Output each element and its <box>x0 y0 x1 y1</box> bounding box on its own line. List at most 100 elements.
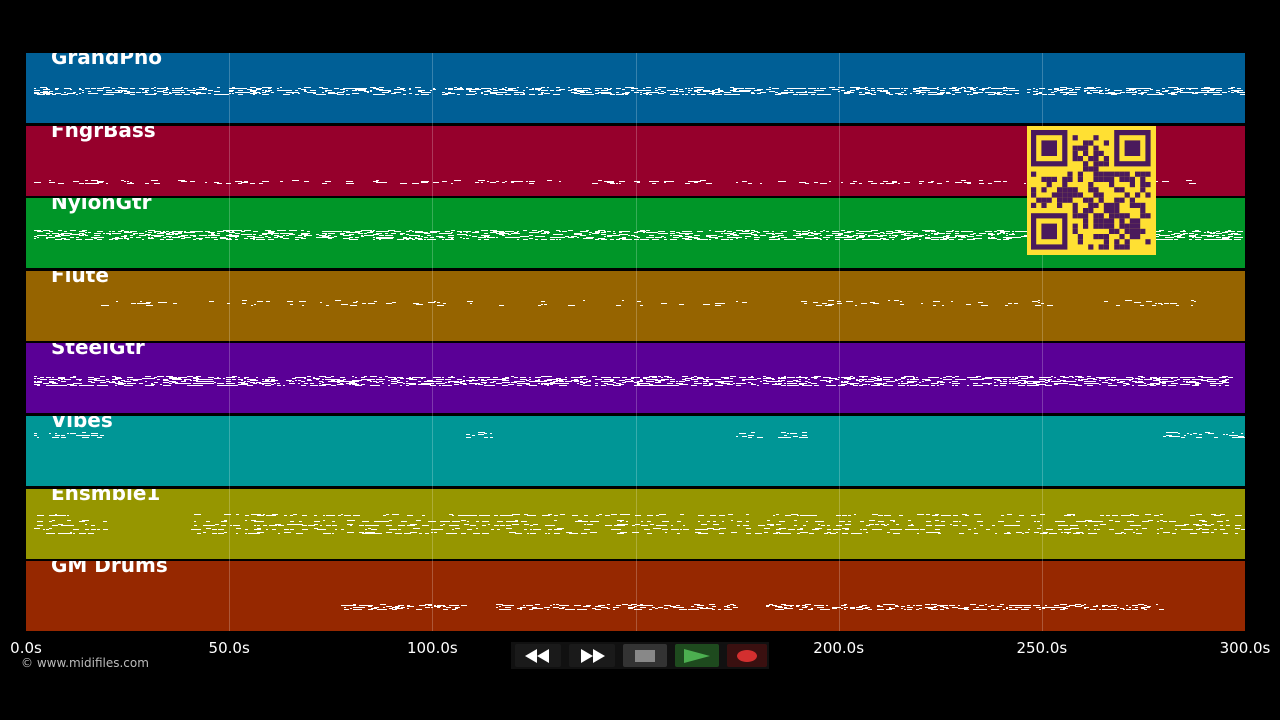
note <box>34 236 37 238</box>
note <box>413 527 420 529</box>
note <box>886 377 889 379</box>
note <box>727 377 729 379</box>
note <box>601 607 608 609</box>
note <box>266 514 269 516</box>
note <box>226 235 232 237</box>
qr-module <box>1140 187 1146 193</box>
note <box>577 383 579 385</box>
note <box>299 520 302 522</box>
note <box>232 379 236 381</box>
qr-module <box>1098 176 1104 182</box>
play-button[interactable] <box>675 644 719 667</box>
note <box>214 235 220 237</box>
note <box>181 235 184 237</box>
note <box>82 519 89 521</box>
note <box>217 182 222 184</box>
note <box>323 532 326 534</box>
note <box>737 520 742 522</box>
note <box>719 527 726 529</box>
note <box>904 609 906 611</box>
note <box>868 379 874 381</box>
note <box>616 92 619 93</box>
note <box>1195 92 1202 93</box>
note <box>823 94 827 95</box>
note <box>46 94 50 95</box>
note <box>673 235 678 237</box>
qr-module <box>1119 187 1125 193</box>
stop-button[interactable] <box>623 644 667 667</box>
note <box>475 384 477 386</box>
note <box>775 239 780 241</box>
note <box>341 303 348 305</box>
fast-forward-button[interactable] <box>569 644 615 667</box>
note <box>775 92 778 93</box>
qr-code[interactable] <box>1027 126 1156 255</box>
note <box>103 385 108 387</box>
note <box>1030 381 1037 383</box>
note <box>865 89 868 90</box>
note <box>991 238 994 240</box>
note <box>652 607 655 609</box>
note <box>1064 524 1068 526</box>
note <box>541 376 548 378</box>
note <box>1165 235 1170 237</box>
note <box>1076 531 1081 533</box>
note <box>712 379 716 381</box>
note <box>401 605 403 607</box>
note <box>440 524 443 526</box>
note <box>973 385 976 387</box>
note <box>673 385 679 387</box>
note <box>368 527 371 529</box>
qr-module <box>1093 166 1099 172</box>
note <box>599 513 602 515</box>
note <box>205 88 207 89</box>
rewind-button[interactable] <box>515 644 561 667</box>
note <box>994 385 998 387</box>
note <box>250 380 255 382</box>
note <box>877 605 880 607</box>
note <box>85 179 88 181</box>
note <box>1009 609 1012 611</box>
note <box>373 180 378 182</box>
note <box>169 237 171 239</box>
note <box>655 608 658 610</box>
note <box>625 92 630 93</box>
note <box>241 92 246 93</box>
note <box>517 233 520 235</box>
note <box>613 231 615 233</box>
note <box>908 519 911 521</box>
note <box>881 523 885 525</box>
note <box>1232 432 1234 433</box>
note <box>577 609 583 611</box>
note <box>196 89 203 90</box>
note <box>502 605 508 607</box>
note <box>529 379 531 381</box>
note <box>581 520 588 522</box>
qr-module <box>1072 208 1078 214</box>
note <box>916 384 919 386</box>
note <box>148 238 154 240</box>
note <box>421 383 424 385</box>
note <box>424 237 428 239</box>
note <box>331 92 335 93</box>
note <box>34 435 37 436</box>
note <box>781 380 785 382</box>
note <box>73 180 79 182</box>
note <box>367 232 373 234</box>
note <box>67 524 74 526</box>
note <box>842 532 848 534</box>
note <box>832 231 839 233</box>
note <box>607 89 611 90</box>
note <box>460 231 462 233</box>
record-button[interactable] <box>727 644 767 667</box>
note <box>304 87 308 88</box>
note <box>955 231 959 233</box>
note <box>313 385 318 387</box>
note <box>187 385 192 387</box>
note <box>475 181 479 183</box>
note <box>865 93 872 94</box>
note <box>586 238 589 240</box>
note <box>1123 379 1127 381</box>
note <box>184 88 188 89</box>
note <box>1018 376 1025 378</box>
